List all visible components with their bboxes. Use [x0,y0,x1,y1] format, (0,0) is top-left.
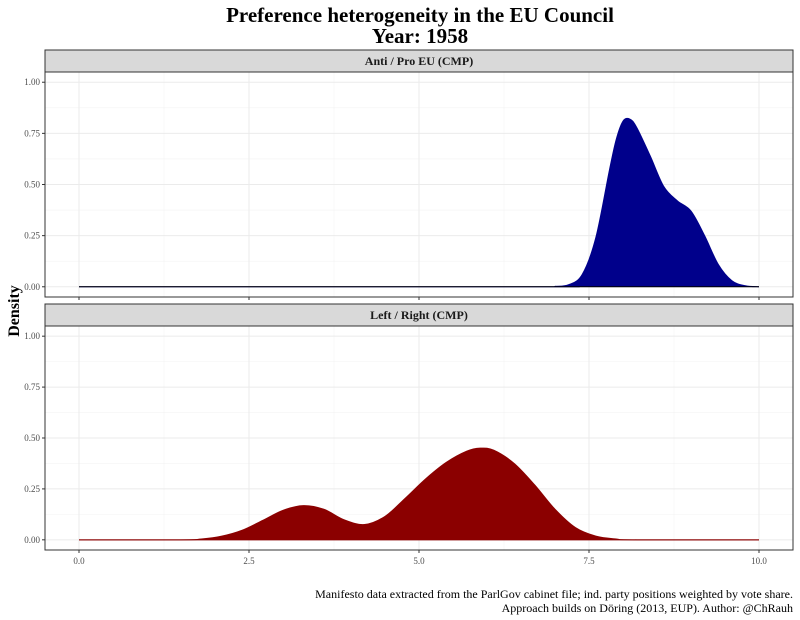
caption-line2: Approach builds on Döring (2013, EUP). A… [502,601,793,615]
y-tick-label: 0.75 [24,128,40,138]
y-tick-label: 0.00 [24,282,40,292]
y-axis-title: Density [6,285,23,337]
y-tick-label: 0.50 [24,433,40,443]
y-tick-label: 1.00 [24,331,40,341]
chart-title-line1: Preference heterogeneity in the EU Counc… [226,3,614,27]
y-tick-label: 1.00 [24,77,40,87]
y-tick-label: 0.25 [24,231,40,241]
y-tick-label: 0.25 [24,484,40,494]
x-tick-label: 5.0 [413,556,425,566]
x-tick-label: 0.0 [73,556,85,566]
x-tick-label: 2.5 [243,556,255,566]
x-tick-label: 7.5 [583,556,595,566]
facet-label: Left / Right (CMP) [370,308,468,322]
y-tick-label: 0.75 [24,382,40,392]
facet-panels: Anti / Pro EU (CMP) 0.00 0.25 0.50 0.75 1.00 L… [24,49,794,566]
x-tick-label: 10.0 [751,556,767,566]
y-tick-label: 0.50 [24,180,40,190]
y-tick-label: 0.00 [24,535,40,545]
density-area [79,118,759,287]
density-area [79,448,759,540]
chart-title-line2: Year: 1958 [372,24,468,48]
caption-line1: Manifesto data extracted from the ParlGo… [315,587,793,601]
density-outline [78,447,759,541]
facet-label: Anti / Pro EU (CMP) [365,54,473,68]
